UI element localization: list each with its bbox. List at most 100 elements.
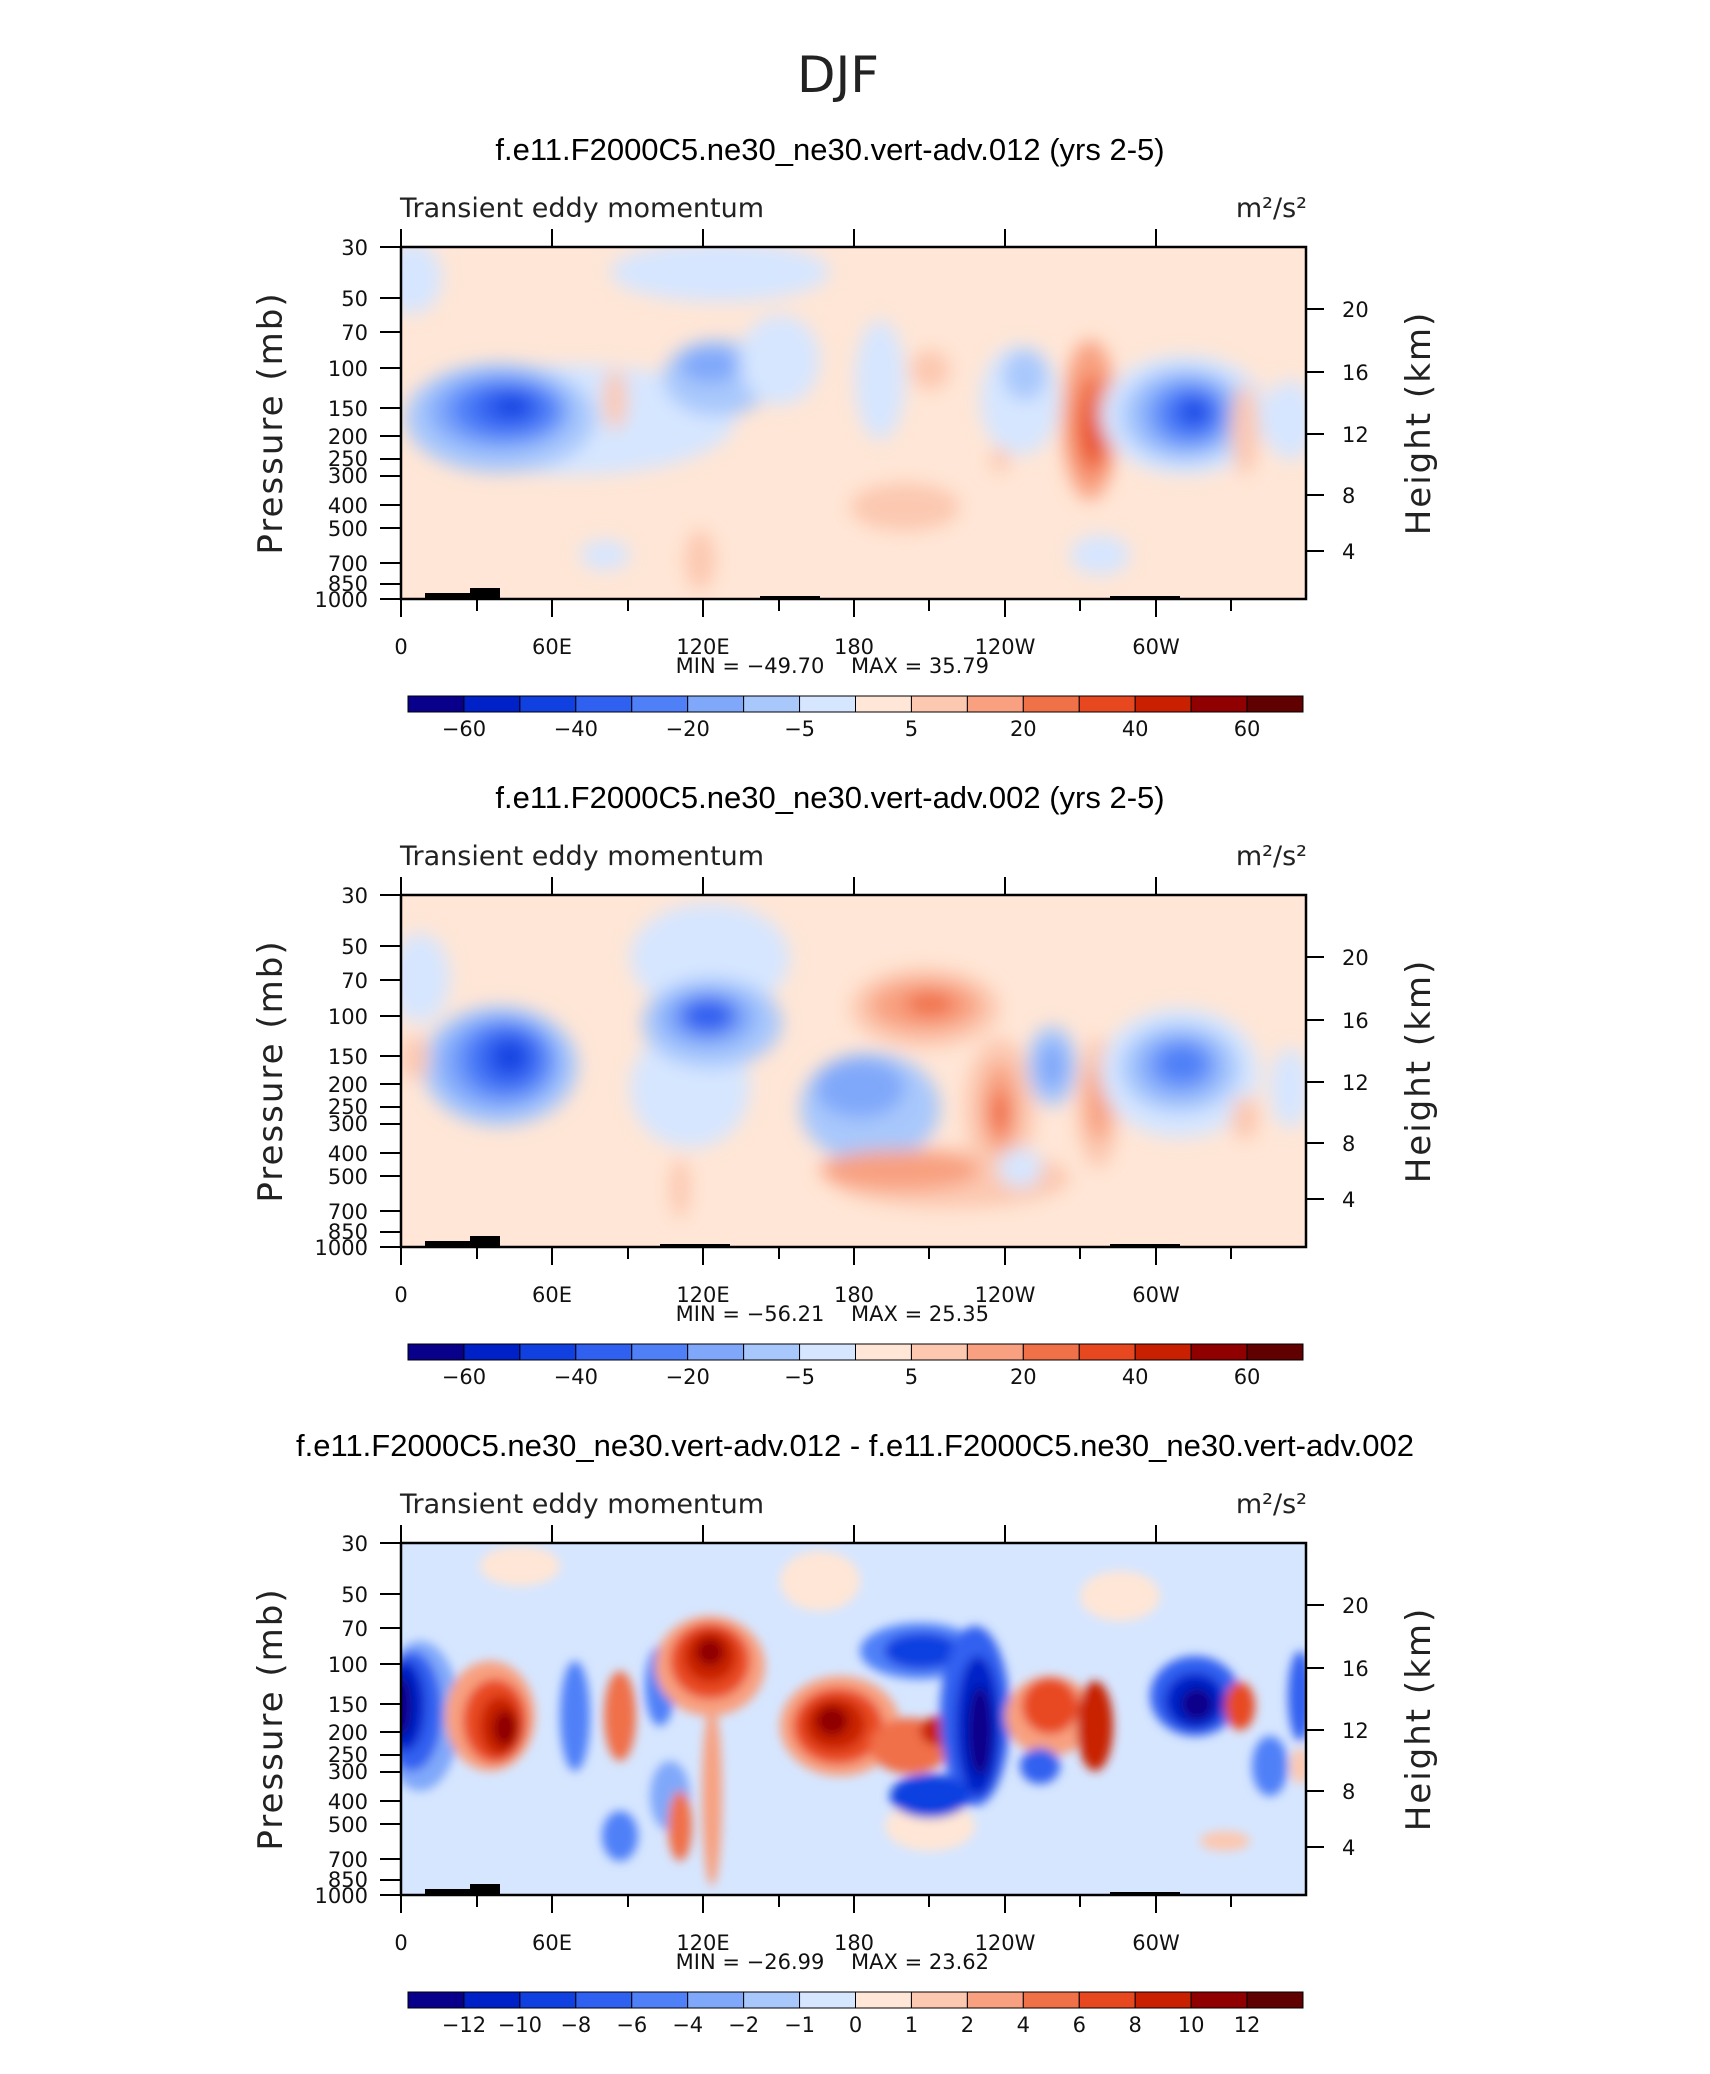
y-axis-title: Pressure (mb)	[251, 1587, 291, 1850]
y-tick-label: 50	[341, 287, 368, 311]
colorbar-swatch	[407, 1991, 465, 2009]
figure-title: DJF	[797, 46, 879, 104]
y-tick-label: 400	[328, 1790, 368, 1814]
colorbar-label: −40	[554, 717, 598, 741]
colorbar-swatch	[910, 695, 968, 713]
max-label: MAX = 23.62	[851, 1950, 989, 1974]
y-tick-label: 500	[328, 517, 368, 541]
colorbar-swatch	[966, 1343, 1024, 1361]
variable-label: Transient eddy momentum	[399, 193, 764, 224]
height-tick-label: 12	[1342, 423, 1369, 447]
y-axis-right: 20 16 12 8 4	[1306, 1594, 1369, 1860]
colorbar-swatch	[855, 1991, 912, 2009]
colorbar-label: −5	[784, 717, 815, 741]
colorbar-swatch	[1190, 1343, 1248, 1361]
plot-area	[399, 1541, 1308, 1897]
y-tick-label: 100	[328, 357, 368, 381]
y-tick-label: 200	[328, 1721, 368, 1745]
x-tick-label: 60E	[532, 1931, 572, 1955]
y-tick-label: 700	[328, 552, 368, 576]
colorbar-label: 40	[1122, 1365, 1149, 1389]
height-tick-label: 12	[1342, 1719, 1369, 1743]
x-tick-label: 120W	[975, 635, 1036, 659]
variable-label: Transient eddy momentum	[399, 1489, 764, 1520]
colorbar-swatch	[687, 695, 745, 713]
colorbar-label: 5	[905, 717, 918, 741]
y-tick-label: 400	[328, 1142, 368, 1166]
y-axis-title: Pressure (mb)	[251, 291, 291, 554]
colorbar-label: 2	[961, 2013, 974, 2037]
colorbar-label: −5	[784, 1365, 815, 1389]
colorbar-label: 60	[1234, 717, 1261, 741]
y-axis-title: Pressure (mb)	[251, 939, 291, 1202]
y-axis-right-title: Height (km)	[1399, 311, 1439, 536]
colorbar-label: 4	[1017, 2013, 1030, 2037]
y-tick-label: 100	[328, 1005, 368, 1029]
y-tick-label: 150	[328, 1045, 368, 1069]
panel-3: f.e11.F2000C5.ne30_ne30.vert-adv.012 - f…	[251, 1428, 1439, 2037]
colorbar-label: −1	[784, 2013, 815, 2037]
y-tick-label: 700	[328, 1200, 368, 1224]
colorbar-swatch	[1190, 695, 1248, 713]
colorbar-label: −6	[616, 2013, 647, 2037]
colorbar-swatch	[1078, 1343, 1136, 1361]
colorbar: −12 −10 −8 −6 −4 −2 −1 0 1 2 4 6 8 10 12	[407, 1991, 1304, 2037]
x-tick-label: 60W	[1132, 1283, 1180, 1307]
x-axis: 0 60E 120E 180 120W 60W	[394, 1525, 1232, 1955]
x-tick-label: 0	[394, 1283, 407, 1307]
x-tick-label: 60E	[532, 1283, 572, 1307]
height-tick-label: 16	[1342, 1009, 1369, 1033]
x-tick-label: 120E	[676, 1283, 729, 1307]
colorbar-swatch	[855, 1343, 912, 1361]
panel-1: f.e11.F2000C5.ne30_ne30.vert-adv.012 (yr…	[251, 132, 1439, 741]
colorbar-swatch	[1190, 1991, 1248, 2009]
y-tick-label: 150	[328, 1693, 368, 1717]
colorbar-swatch	[407, 695, 465, 713]
min-label: MIN = −56.21	[676, 1302, 825, 1326]
y-tick-label: 70	[341, 1617, 368, 1641]
colorbar-swatch	[799, 695, 856, 713]
colorbar-swatch	[1246, 695, 1304, 713]
colorbar-swatch	[910, 1343, 968, 1361]
x-tick-label: 60W	[1132, 1931, 1180, 1955]
y-tick-label: 200	[328, 425, 368, 449]
units-label: m²/s²	[1236, 1489, 1307, 1520]
y-tick-label: 200	[328, 1073, 368, 1097]
y-tick-label: 250	[328, 447, 368, 471]
colorbar-label: 40	[1122, 717, 1149, 741]
colorbar-label: 60	[1234, 1365, 1261, 1389]
plot-area	[399, 893, 1308, 1249]
x-axis: 0 60E 120E 180 120W 60W	[394, 877, 1232, 1307]
x-tick-label: 120W	[975, 1931, 1036, 1955]
colorbar-label: 20	[1010, 717, 1037, 741]
y-tick-label: 250	[328, 1743, 368, 1767]
panel-2: f.e11.F2000C5.ne30_ne30.vert-adv.002 (yr…	[251, 780, 1439, 1389]
height-tick-label: 12	[1342, 1071, 1369, 1095]
colorbar-swatch	[855, 695, 912, 713]
y-tick-label: 70	[341, 969, 368, 993]
y-tick-label: 1000	[315, 1236, 368, 1260]
colorbar-label: 8	[1129, 2013, 1142, 2037]
colorbar-swatch	[519, 1991, 577, 2009]
colorbar-swatch	[910, 1991, 968, 2009]
colorbar-label: −10	[498, 2013, 542, 2037]
colorbar-swatch	[407, 1343, 465, 1361]
colorbar-swatch	[463, 1991, 521, 2009]
colorbar-swatch	[799, 1343, 856, 1361]
colorbar: −60 −40 −20 −5 5 20 40 60	[407, 1343, 1304, 1389]
x-tick-label: 180	[834, 1283, 874, 1307]
height-tick-label: 20	[1342, 1594, 1369, 1618]
y-tick-label: 250	[328, 1095, 368, 1119]
colorbar-label: −60	[442, 717, 486, 741]
colorbar-label: 20	[1010, 1365, 1037, 1389]
min-label: MIN = −49.70	[676, 654, 825, 678]
height-tick-label: 4	[1342, 1188, 1355, 1212]
y-tick-label: 500	[328, 1813, 368, 1837]
y-tick-label: 100	[328, 1653, 368, 1677]
colorbar-swatch	[575, 1991, 633, 2009]
max-label: MAX = 25.35	[851, 1302, 989, 1326]
colorbar-swatch	[799, 1991, 856, 2009]
colorbar-swatch	[1078, 1991, 1136, 2009]
colorbar-swatch	[743, 1991, 801, 2009]
